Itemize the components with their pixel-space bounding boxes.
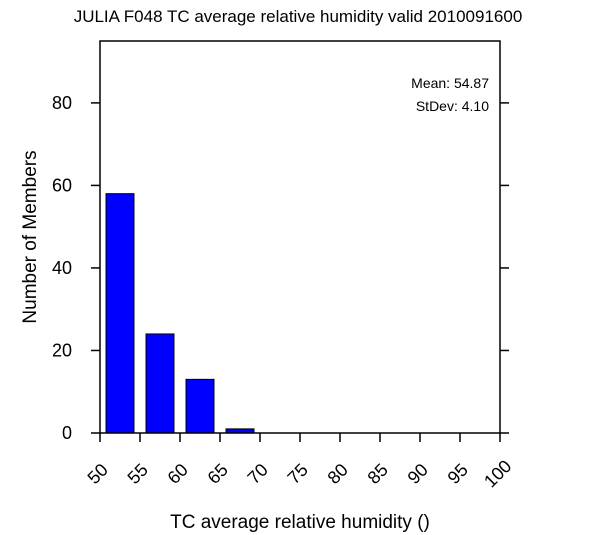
bars-group xyxy=(105,193,255,434)
x-tick-label: 70 xyxy=(244,460,272,488)
x-axis-ticks: 50 55 60 65 70 75 80 85 90 95 100 xyxy=(84,433,515,491)
y-tick-label: 60 xyxy=(52,175,72,195)
x-axis-label: TC average relative humidity () xyxy=(170,512,430,533)
x-tick-label: 95 xyxy=(444,460,472,488)
stdev-annotation: StDev: 4.10 xyxy=(416,98,489,114)
x-tick-label: 60 xyxy=(164,460,192,488)
y-tick-label: 40 xyxy=(52,258,72,278)
x-tick-label: 90 xyxy=(404,460,432,488)
y-tick-label: 0 xyxy=(62,423,72,443)
x-tick-label: 100 xyxy=(480,456,515,491)
bar-50-55 xyxy=(105,193,135,434)
x-tick-label: 80 xyxy=(324,460,352,488)
y-tick-label: 80 xyxy=(52,93,72,113)
mean-annotation: Mean: 54.87 xyxy=(411,75,489,91)
bar-60-65 xyxy=(185,378,215,434)
x-tick-label: 55 xyxy=(124,460,152,488)
x-tick-label: 65 xyxy=(204,460,232,488)
y-axis-label: Number of Members xyxy=(20,150,41,323)
bar-55-60 xyxy=(145,333,175,434)
y-axis-ticks: 0 20 40 60 80 xyxy=(52,93,509,443)
chart-title: JULIA F048 TC average relative humidity … xyxy=(74,7,523,26)
x-tick-label: 85 xyxy=(364,460,392,488)
x-tick-label: 75 xyxy=(284,460,312,488)
y-tick-label: 20 xyxy=(52,340,72,360)
x-tick-label: 50 xyxy=(84,460,112,488)
